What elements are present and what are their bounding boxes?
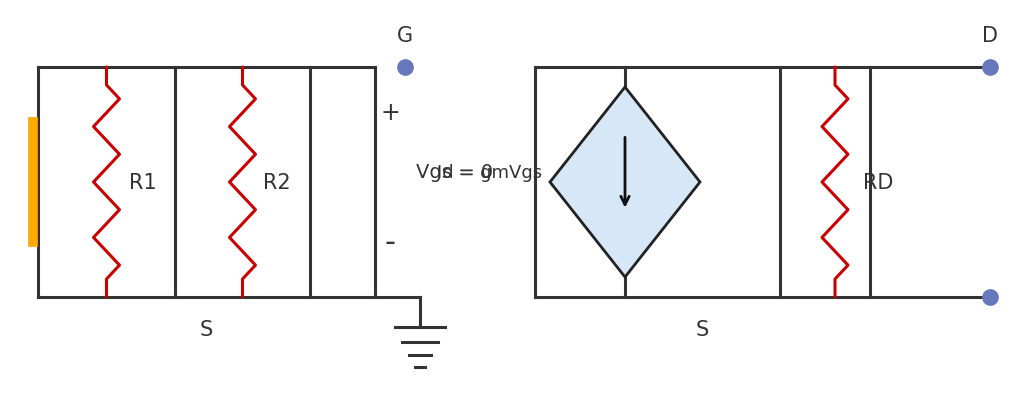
Text: +: + <box>380 101 400 125</box>
Text: R1: R1 <box>128 173 156 192</box>
Text: S: S <box>696 319 710 339</box>
Text: -: - <box>384 228 395 257</box>
Text: Id = gmVgs: Id = gmVgs <box>437 164 542 182</box>
Text: D: D <box>982 26 998 46</box>
Text: G: G <box>397 26 413 46</box>
Text: S: S <box>200 319 213 339</box>
Text: RD: RD <box>863 173 893 192</box>
Text: Vgs = 0: Vgs = 0 <box>417 163 494 182</box>
Text: R2: R2 <box>262 173 290 192</box>
Polygon shape <box>550 88 700 277</box>
